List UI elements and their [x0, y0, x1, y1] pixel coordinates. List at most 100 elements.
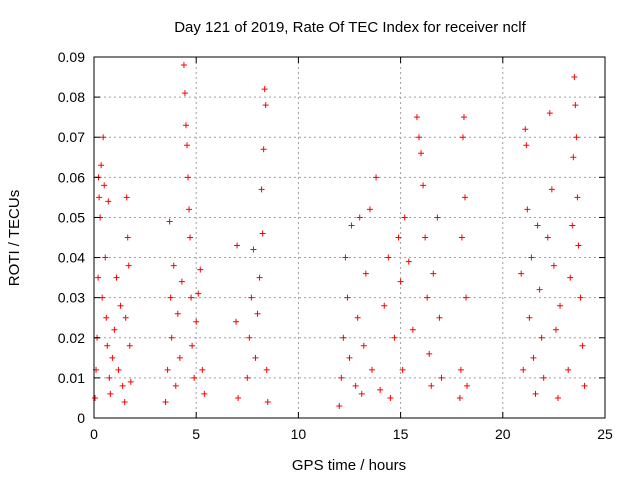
data-point — [524, 206, 531, 213]
data-point — [554, 394, 561, 401]
data-point — [434, 214, 441, 221]
data-point — [201, 390, 208, 397]
y-tick-label: 0.01 — [58, 370, 85, 386]
x-tick-label: 10 — [291, 426, 307, 442]
data-point — [197, 266, 204, 273]
data-point — [168, 334, 175, 341]
data-point — [391, 334, 398, 341]
data-point — [461, 194, 468, 201]
data-point — [401, 214, 408, 221]
data-point — [167, 294, 174, 301]
data-point — [567, 274, 574, 281]
data-point — [102, 254, 109, 261]
data-point — [199, 366, 206, 373]
data-point — [191, 374, 198, 381]
data-point — [105, 198, 112, 205]
data-point — [162, 398, 169, 405]
data-point — [250, 246, 257, 253]
data-point — [258, 186, 265, 193]
data-point — [548, 186, 555, 193]
data-point — [572, 102, 579, 109]
data-point — [405, 258, 412, 265]
data-point — [182, 122, 189, 129]
data-point — [424, 294, 431, 301]
data-point — [95, 274, 102, 281]
data-point — [456, 394, 463, 401]
data-point — [98, 162, 105, 169]
data-point — [166, 218, 173, 225]
data-point — [188, 294, 195, 301]
data-point — [126, 342, 133, 349]
data-point — [387, 394, 394, 401]
data-point — [264, 398, 271, 405]
data-point — [164, 366, 171, 373]
data-point — [373, 174, 380, 181]
data-point — [428, 382, 435, 389]
data-point — [178, 278, 185, 285]
data-point — [544, 234, 551, 241]
data-point — [117, 302, 124, 309]
data-point — [181, 90, 188, 97]
x-tick-label: 0 — [90, 426, 98, 442]
y-tick-label: 0.07 — [58, 129, 85, 145]
data-point — [342, 254, 349, 261]
data-point — [185, 174, 192, 181]
y-tick-label: 0.04 — [58, 250, 85, 266]
data-point — [125, 262, 132, 269]
data-point — [385, 254, 392, 261]
data-point — [122, 314, 129, 321]
data-point — [573, 134, 580, 141]
x-axis-label: GPS time / hours — [292, 457, 406, 474]
data-point — [354, 314, 361, 321]
data-point — [368, 366, 375, 373]
data-point — [460, 114, 467, 121]
data-point — [464, 382, 471, 389]
data-point — [534, 222, 541, 229]
data-point — [260, 146, 267, 153]
data-point — [119, 382, 126, 389]
data-point — [550, 262, 557, 269]
data-point — [397, 278, 404, 285]
data-point — [577, 294, 584, 301]
y-tick-label: 0.02 — [58, 330, 85, 346]
data-point — [518, 270, 525, 277]
data-point — [413, 114, 420, 121]
data-point — [522, 126, 529, 133]
data-point — [263, 366, 270, 373]
data-point — [415, 134, 422, 141]
data-point — [104, 342, 111, 349]
data-point — [187, 234, 194, 241]
plot-frame — [93, 56, 606, 419]
data-point — [336, 402, 343, 409]
data-point — [261, 86, 268, 93]
data-point — [540, 374, 547, 381]
data-point — [244, 374, 251, 381]
data-points — [92, 62, 588, 409]
y-tick-label: 0.05 — [58, 209, 85, 225]
x-tick-label: 25 — [597, 426, 613, 442]
data-point — [409, 326, 416, 333]
data-point — [557, 302, 564, 309]
data-point — [246, 334, 253, 341]
data-point — [113, 274, 120, 281]
data-point — [436, 314, 443, 321]
data-point — [532, 390, 539, 397]
data-point — [233, 318, 240, 325]
data-point — [581, 382, 588, 389]
data-point — [115, 366, 122, 373]
data-point — [193, 318, 200, 325]
data-point — [523, 142, 530, 149]
data-point — [575, 242, 582, 249]
data-point — [362, 270, 369, 277]
data-point — [420, 182, 427, 189]
data-point — [360, 342, 367, 349]
data-point — [109, 354, 116, 361]
data-point — [352, 382, 359, 389]
data-point — [340, 334, 347, 341]
data-point — [438, 374, 445, 381]
data-point — [430, 270, 437, 277]
data-point — [180, 62, 187, 69]
data-point — [358, 390, 365, 397]
data-point — [546, 110, 553, 117]
